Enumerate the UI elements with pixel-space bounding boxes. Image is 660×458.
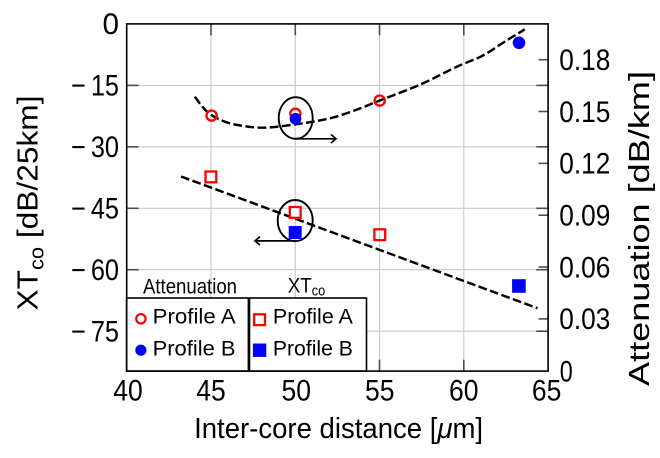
svg-text:Attenuation [dB/km]: Attenuation [dB/km] [624, 71, 656, 386]
svg-text:− 60: − 60 [71, 254, 119, 287]
svg-text:XTco: XTco [288, 275, 326, 300]
svg-text:0.03: 0.03 [559, 303, 610, 336]
svg-text:0: 0 [560, 356, 573, 389]
svg-text:50: 50 [282, 374, 312, 407]
svg-text:0.15: 0.15 [559, 96, 610, 129]
svg-text:60: 60 [449, 374, 479, 407]
svg-text:0.12: 0.12 [559, 148, 610, 181]
svg-text:Profile A: Profile A [273, 305, 354, 329]
svg-text:− 15: − 15 [71, 70, 119, 103]
svg-text:− 45: − 45 [71, 193, 119, 226]
svg-text:Profile B: Profile B [273, 337, 353, 361]
svg-text:40: 40 [113, 374, 143, 407]
svg-text:Profile B: Profile B [153, 337, 236, 361]
svg-text:0.09: 0.09 [559, 200, 610, 233]
svg-text:45: 45 [196, 374, 226, 407]
svg-text:Attenuation: Attenuation [143, 276, 237, 299]
svg-text:− 30: − 30 [71, 131, 119, 164]
svg-text:0: 0 [103, 8, 120, 41]
svg-text:XTco [dB/25km]: XTco [dB/25km] [13, 96, 49, 311]
svg-text:Inter-core distance [μm]: Inter-core distance [μm] [194, 413, 483, 445]
svg-text:65: 65 [532, 374, 562, 407]
svg-text:− 75: − 75 [71, 316, 119, 349]
svg-text:55: 55 [365, 374, 395, 407]
svg-text:0.06: 0.06 [559, 251, 610, 284]
svg-text:Profile A: Profile A [153, 305, 237, 329]
svg-text:0.18: 0.18 [559, 44, 610, 77]
